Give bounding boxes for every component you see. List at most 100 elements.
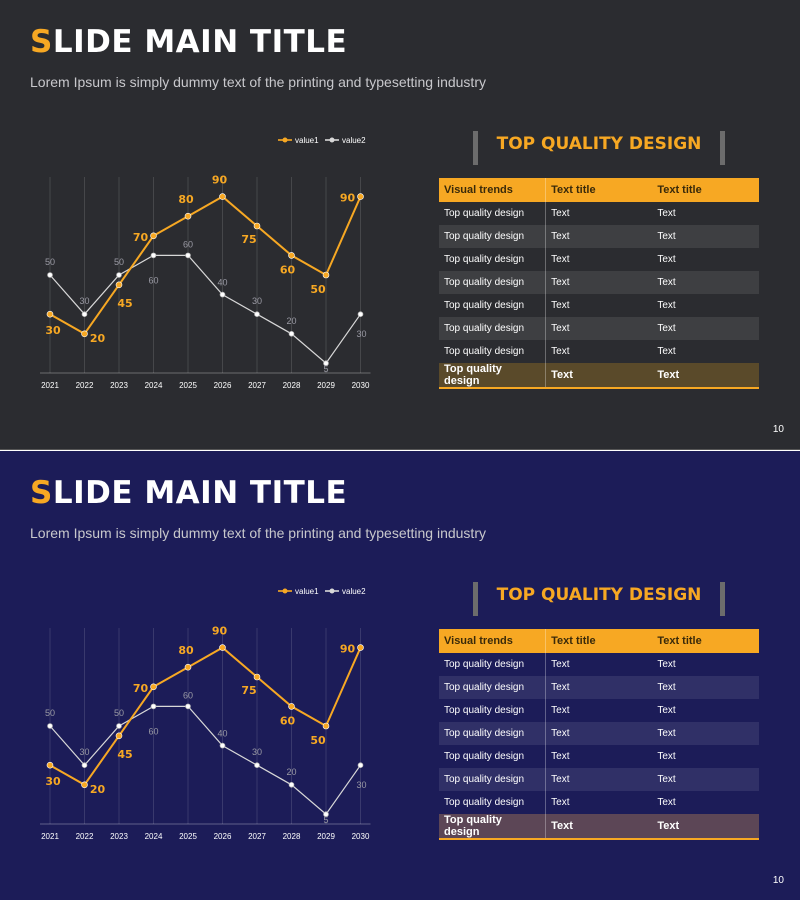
table-row: Top quality design Text Text: [439, 676, 759, 699]
data-label-value2: 60: [148, 726, 158, 736]
table-cell: Text: [657, 208, 676, 219]
data-point-value1: [288, 252, 295, 259]
table-row: Top quality design Text Text: [439, 225, 759, 248]
x-tick-label: 2027: [248, 381, 266, 390]
heading-bracket-right: [720, 131, 725, 165]
slide-title: SLIDE MAIN TITLE: [30, 24, 347, 60]
x-tick-label: 2026: [214, 381, 232, 390]
data-point-value2: [185, 703, 191, 710]
title-rest: LIDE MAIN TITLE: [52, 24, 348, 60]
page-number: 10: [772, 424, 784, 435]
x-tick-label: 2028: [283, 832, 301, 841]
series-line-value2: [49, 705, 361, 816]
data-point-value2: [357, 762, 364, 769]
data-label-value1: 60: [280, 263, 296, 276]
data-label-value2: 20: [286, 767, 296, 777]
chart-legend: value1 value2: [278, 136, 366, 145]
data-label-value2: 30: [252, 296, 262, 306]
data-label-value1: 70: [133, 231, 149, 244]
table-row: Top quality design Text Text: [439, 745, 759, 768]
data-point-value2: [288, 781, 295, 788]
x-tick-label: 2022: [76, 381, 94, 390]
x-tick-label: 2029: [317, 832, 335, 841]
data-label-value1: 20: [90, 783, 106, 796]
x-tick-label: 2028: [283, 381, 301, 390]
data-label-value2: 60: [148, 275, 158, 285]
x-tick-label: 2026: [214, 832, 232, 841]
data-label-value1: 80: [178, 644, 194, 657]
data-label-value1: 20: [90, 332, 106, 345]
x-tick-label: 2030: [352, 832, 370, 841]
data-point-value2: [254, 762, 260, 769]
table-cell: Top quality design: [439, 202, 547, 225]
slide-title: SLIDE MAIN TITLE: [30, 475, 347, 511]
page-number: 10: [772, 875, 784, 886]
data-point-value1: [322, 722, 330, 730]
x-tick-label: 2021: [41, 381, 59, 390]
table-footer-row: Top quality design Text Text: [439, 363, 759, 389]
data-label-value2: 30: [252, 747, 262, 757]
table-cell: Text: [657, 254, 676, 265]
data-point-value2: [116, 723, 122, 729]
table-row: Top quality design Text Text: [439, 294, 759, 317]
table-cell: Text: [545, 676, 653, 699]
data-point-value2: [323, 811, 329, 818]
data-label-value1: 50: [310, 283, 326, 296]
legend-label: value2: [342, 136, 366, 145]
table-cell: Text: [551, 705, 570, 716]
data-label-value1: 80: [178, 193, 194, 206]
series-line-value1: [49, 646, 362, 787]
table-row: Top quality design Text Text: [439, 791, 759, 814]
x-tick-label: 2023: [110, 832, 128, 841]
table-cell: Top quality design: [439, 722, 547, 745]
data-label-value1: 90: [212, 625, 228, 638]
data-point-value2: [288, 330, 295, 337]
table-row: Top quality design Text Text: [439, 317, 759, 340]
chart-legend: value1 value2: [278, 587, 366, 596]
data-label-value2: 60: [183, 239, 193, 249]
data-label-value2: 50: [114, 257, 124, 267]
table-cell: Text: [551, 208, 570, 219]
data-label-value1: 30: [45, 775, 61, 788]
table-cell: Text: [545, 271, 653, 294]
column-header: Text title: [652, 629, 759, 653]
legend-marker: [329, 588, 335, 594]
data-label-value2: 40: [217, 729, 227, 739]
x-tick-label: 2024: [145, 832, 163, 841]
table-cell: Text: [545, 317, 653, 340]
data-label-value1: 90: [212, 174, 228, 187]
table-cell: Text: [657, 300, 676, 311]
footer-cell: Text: [652, 814, 759, 840]
table-cell: Text: [545, 225, 653, 248]
series-line-value2: [49, 254, 361, 365]
table-cell: Top quality design: [439, 294, 547, 317]
data-point-value2: [219, 742, 226, 749]
table-cell: Text: [545, 768, 653, 791]
footer-cell: Text: [545, 814, 653, 840]
column-header: Visual trends: [439, 629, 547, 653]
data-label-value1: 60: [280, 714, 296, 727]
x-tick-label: 2023: [110, 381, 128, 390]
data-label-value2: 50: [45, 257, 55, 267]
table-heading: TOP QUALITY DESIGN: [496, 134, 702, 154]
table-cell: Top quality design: [439, 699, 547, 722]
table-cell: Text: [652, 225, 759, 248]
data-point-value2: [150, 252, 157, 259]
table-cell: Top quality design: [439, 317, 547, 340]
data-point-value1: [46, 761, 54, 769]
table-row: Top quality design Text Text: [439, 248, 759, 271]
data-label-value2: 30: [356, 780, 366, 790]
footer-cell: Top quality design: [439, 363, 547, 389]
data-label-value2: 40: [217, 278, 227, 288]
table-cell: Text: [652, 722, 759, 745]
legend-marker: [282, 137, 288, 143]
table-cell: Top quality design: [439, 225, 547, 248]
table-cell: Text: [657, 705, 676, 716]
table-cell: Text: [551, 797, 570, 808]
data-point-value1: [115, 281, 123, 289]
legend-marker: [329, 137, 335, 143]
line-chart: 2021 2022 2023 2024 2025 2026 2027 2028 2029 2030…: [40, 136, 371, 390]
data-point-value1: [150, 232, 157, 240]
data-label-value1: 75: [241, 233, 256, 246]
data-point-value1: [81, 330, 88, 338]
